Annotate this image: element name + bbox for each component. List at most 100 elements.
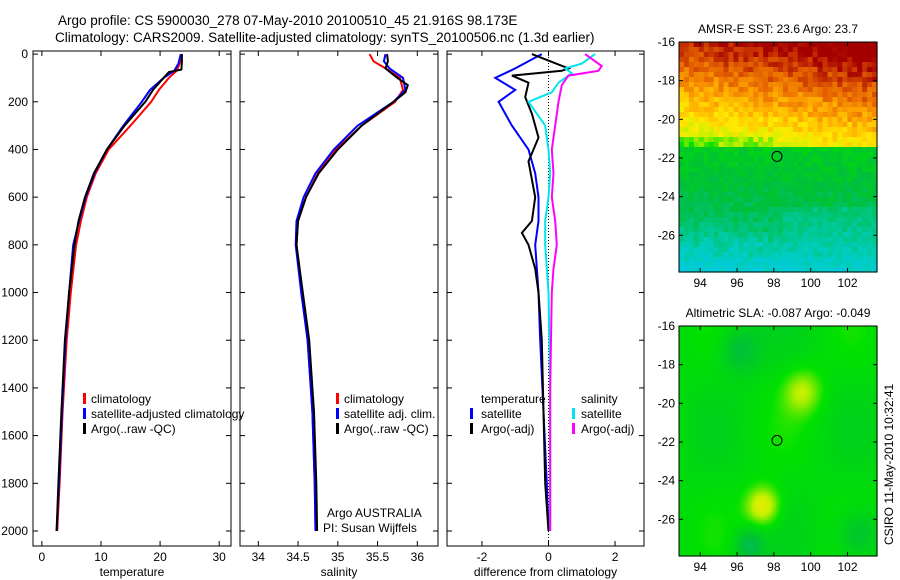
heatmap-cell xyxy=(799,328,803,331)
heatmap-cell xyxy=(720,350,724,353)
heatmap-cell xyxy=(817,328,821,331)
heatmap-cell xyxy=(847,157,853,163)
heatmap-cell xyxy=(851,378,854,381)
heatmap-cell xyxy=(857,137,863,143)
heatmap-cell xyxy=(679,358,682,361)
heatmap-cell xyxy=(713,62,720,68)
heatmap-cell xyxy=(732,358,736,361)
heatmap-cell xyxy=(837,346,840,349)
heatmap-cell xyxy=(827,382,831,385)
heatmap-cell xyxy=(700,352,704,355)
heatmap-cell xyxy=(766,364,769,367)
heatmap-cell xyxy=(702,358,706,361)
heatmap-cell xyxy=(706,330,710,333)
heatmap-cell xyxy=(764,328,767,331)
heatmap-cell xyxy=(783,366,787,369)
heatmap-cell xyxy=(783,328,787,331)
heatmap-cell xyxy=(736,376,739,379)
heatmap-cell xyxy=(750,328,753,331)
heatmap-cell xyxy=(795,340,799,343)
heatmap-cell xyxy=(754,380,757,383)
heatmap-cell xyxy=(694,384,698,387)
heatmap-cell xyxy=(692,370,696,373)
heatmap-cell xyxy=(743,242,749,248)
heatmap-cell xyxy=(733,262,739,268)
heatmap-cell xyxy=(843,364,846,367)
heatmap-cell xyxy=(712,330,716,333)
heatmap-cell xyxy=(682,364,686,367)
heatmap-cell xyxy=(782,62,789,68)
heatmap-cell xyxy=(819,380,823,383)
heatmap-cell xyxy=(787,267,794,273)
heatmap-cell xyxy=(718,117,725,123)
heatmap-cell xyxy=(817,127,824,133)
heatmap-cell xyxy=(795,384,799,387)
heatmap-cell xyxy=(679,364,682,367)
heatmap-cell xyxy=(827,132,834,138)
heatmap-cell xyxy=(688,237,695,243)
heatmap-cell xyxy=(700,354,704,357)
heatmap-cell xyxy=(733,127,739,133)
heatmap-cell xyxy=(867,376,870,379)
heatmap-cell xyxy=(752,328,755,331)
heatmap-cell xyxy=(853,330,856,333)
heatmap-cell xyxy=(797,182,804,188)
heatmap-cell xyxy=(773,132,779,138)
heatmap-cell xyxy=(713,267,720,273)
heatmap-cell xyxy=(683,167,690,173)
heatmap-cell xyxy=(857,334,860,337)
heatmap-cell xyxy=(698,137,705,143)
heatmap-cell xyxy=(684,364,688,367)
heatmap-cell xyxy=(748,366,751,369)
heatmap-cell xyxy=(748,112,754,118)
heatmap-cell xyxy=(852,142,858,148)
heatmap-cell xyxy=(862,262,868,268)
heatmap-cell xyxy=(855,336,858,339)
heatmap-cell xyxy=(802,122,809,128)
heatmap-cell xyxy=(768,380,771,383)
heatmap-cell xyxy=(782,107,789,113)
heatmap-cell xyxy=(815,336,819,339)
heatmap-cell xyxy=(849,368,852,371)
heatmap-cell xyxy=(748,177,754,183)
heatmap-cell xyxy=(718,376,722,379)
heatmap-cell xyxy=(802,137,809,143)
heatmap-cell xyxy=(722,370,726,373)
heatmap-cell xyxy=(732,364,736,367)
heatmap-cell xyxy=(827,334,831,337)
heatmap-cell xyxy=(807,202,814,208)
heatmap-cell xyxy=(766,342,769,345)
heatmap-cell xyxy=(789,370,793,373)
heatmap-cell xyxy=(799,372,803,375)
heatmap-cell xyxy=(746,370,749,373)
heatmap-cell xyxy=(867,257,873,263)
heatmap-cell xyxy=(787,366,791,369)
heatmap-cell xyxy=(768,192,774,198)
heatmap-cell xyxy=(837,197,843,203)
heatmap-cell xyxy=(789,368,793,371)
heatmap-cell xyxy=(793,378,797,381)
heatmap-cell xyxy=(871,362,874,365)
heatmap-cell xyxy=(831,344,835,347)
heatmap-cell xyxy=(863,332,866,335)
heatmap-cell xyxy=(733,237,739,243)
heatmap-cell xyxy=(713,52,720,58)
heatmap-cell xyxy=(785,376,789,379)
heatmap-cell xyxy=(855,330,858,333)
y-tick-label: -22 xyxy=(658,151,676,165)
heatmap-cell xyxy=(763,162,769,168)
heatmap-cell xyxy=(815,326,819,329)
heatmap-cell xyxy=(683,202,690,208)
heatmap-cell xyxy=(811,354,815,357)
heatmap-cell xyxy=(763,112,769,118)
heatmap-cell xyxy=(805,326,809,329)
heatmap-cell xyxy=(748,242,754,248)
heatmap-cell xyxy=(812,127,819,133)
heatmap-cell xyxy=(684,356,688,359)
heatmap-cell xyxy=(857,62,863,68)
heatmap-cell xyxy=(704,326,708,329)
heatmap-cell xyxy=(693,192,700,198)
heatmap-cell xyxy=(845,376,848,379)
heatmap-cell xyxy=(766,384,769,387)
heatmap-cell xyxy=(713,102,720,108)
